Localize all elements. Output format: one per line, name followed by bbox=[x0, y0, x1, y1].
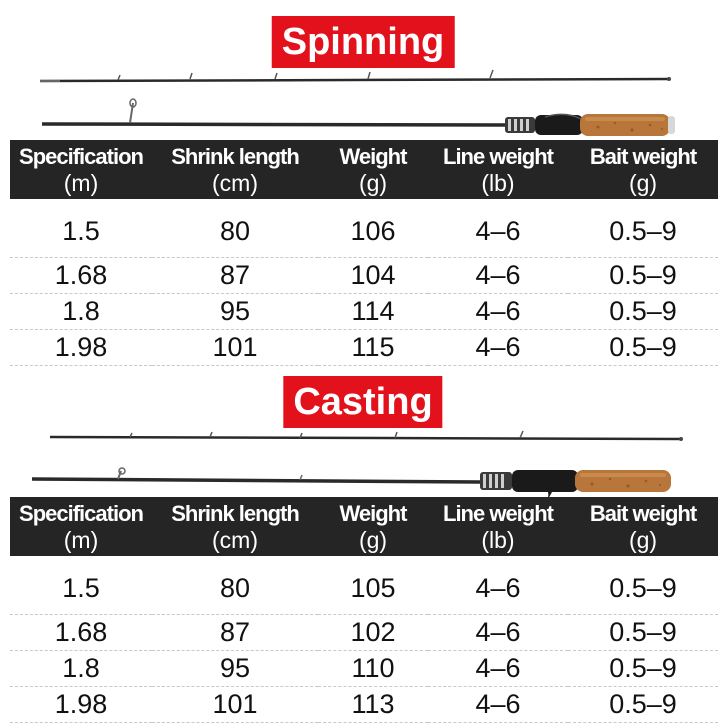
section-title-spinning: Spinning bbox=[271, 16, 455, 68]
cell-line-weight: 4–6 bbox=[428, 199, 568, 258]
cell-shrink-length: 95 bbox=[152, 650, 318, 687]
cell-bait-weight: 0.5–9 bbox=[568, 556, 718, 615]
cell-shrink-length: 80 bbox=[152, 199, 318, 258]
cell-shrink-length: 101 bbox=[152, 686, 318, 723]
table-row: 1.5 80 105 4–6 0.5–9 bbox=[10, 556, 718, 615]
cell-specification: 1.5 bbox=[10, 199, 152, 258]
casting-spec-table: Specification (m) Shrink length (cm) Weigh… bbox=[10, 497, 718, 723]
cell-weight: 104 bbox=[318, 257, 428, 294]
header-weight: Weight (g) bbox=[339, 144, 408, 196]
cell-bait-weight: 0.5–9 bbox=[568, 257, 718, 294]
header-shrink-length: Shrink length (cm) bbox=[171, 144, 300, 196]
cell-line-weight: 4–6 bbox=[428, 556, 568, 615]
header-bait-weight: Bait weight (g) bbox=[589, 144, 697, 196]
cell-specification: 1.8 bbox=[10, 650, 152, 687]
cell-bait-weight: 0.5–9 bbox=[568, 614, 718, 651]
spinning-rod-image bbox=[39, 69, 675, 136]
header-specification: Specification (m) bbox=[19, 501, 144, 553]
cell-line-weight: 4–6 bbox=[428, 650, 568, 687]
spinning-section: Spinning bbox=[0, 0, 726, 366]
table-row: 1.68 87 104 4–6 0.5–9 bbox=[10, 257, 718, 294]
casting-rod-butt-section bbox=[31, 467, 671, 500]
spinning-rod-tip-section bbox=[39, 69, 671, 83]
cell-weight: 110 bbox=[318, 650, 428, 687]
cell-bait-weight: 0.5–9 bbox=[568, 293, 718, 330]
cell-shrink-length: 101 bbox=[152, 329, 318, 366]
cell-bait-weight: 0.5–9 bbox=[568, 650, 718, 687]
cell-specification: 1.68 bbox=[10, 614, 152, 651]
cell-specification: 1.5 bbox=[10, 556, 152, 615]
cell-bait-weight: 0.5–9 bbox=[568, 686, 718, 723]
table-row: 1.8 95 110 4–6 0.5–9 bbox=[10, 650, 718, 687]
section-title-casting: Casting bbox=[283, 376, 443, 428]
spinning-spec-table: Specification (m) Shrink length (cm) Weigh… bbox=[10, 140, 718, 366]
table-row: 1.5 80 106 4–6 0.5–9 bbox=[10, 199, 718, 258]
header-shrink-length: Shrink length (cm) bbox=[171, 501, 300, 553]
header-weight: Weight (g) bbox=[339, 501, 408, 553]
cell-line-weight: 4–6 bbox=[428, 329, 568, 366]
table-row: 1.98 101 113 4–6 0.5–9 bbox=[10, 686, 718, 723]
cell-specification: 1.98 bbox=[10, 329, 152, 366]
cell-weight: 106 bbox=[318, 199, 428, 258]
cell-specification: 1.68 bbox=[10, 257, 152, 294]
cell-weight: 105 bbox=[318, 556, 428, 615]
cell-specification: 1.98 bbox=[10, 686, 152, 723]
spinning-rod-butt-section bbox=[41, 98, 675, 136]
table-header-row: Specification (m) Shrink length (cm) Weigh… bbox=[10, 497, 718, 556]
cell-shrink-length: 87 bbox=[152, 257, 318, 294]
table-row: 1.8 95 114 4–6 0.5–9 bbox=[10, 293, 718, 330]
header-specification: Specification (m) bbox=[19, 144, 144, 196]
cell-shrink-length: 80 bbox=[152, 556, 318, 615]
header-bait-weight: Bait weight (g) bbox=[589, 501, 697, 553]
casting-section: Casting bbox=[0, 360, 726, 726]
cell-specification: 1.8 bbox=[10, 293, 152, 330]
cell-line-weight: 4–6 bbox=[428, 257, 568, 294]
cell-weight: 102 bbox=[318, 614, 428, 651]
cell-shrink-length: 95 bbox=[152, 293, 318, 330]
cell-bait-weight: 0.5–9 bbox=[568, 329, 718, 366]
cell-line-weight: 4–6 bbox=[428, 293, 568, 330]
cell-bait-weight: 0.5–9 bbox=[568, 199, 718, 258]
cell-line-weight: 4–6 bbox=[428, 686, 568, 723]
table-row: 1.68 87 102 4–6 0.5–9 bbox=[10, 614, 718, 651]
table-row: 1.98 101 115 4–6 0.5–9 bbox=[10, 329, 718, 366]
casting-rod-image bbox=[31, 430, 683, 500]
cell-weight: 115 bbox=[318, 329, 428, 366]
cell-weight: 113 bbox=[318, 686, 428, 723]
header-line-weight: Line weight (lb) bbox=[443, 144, 554, 196]
cell-weight: 114 bbox=[318, 293, 428, 330]
header-line-weight: Line weight (lb) bbox=[443, 501, 554, 553]
cell-shrink-length: 87 bbox=[152, 614, 318, 651]
table-header-row: Specification (m) Shrink length (cm) Weigh… bbox=[10, 140, 718, 199]
cell-line-weight: 4–6 bbox=[428, 614, 568, 651]
casting-rod-tip-section bbox=[49, 430, 683, 441]
